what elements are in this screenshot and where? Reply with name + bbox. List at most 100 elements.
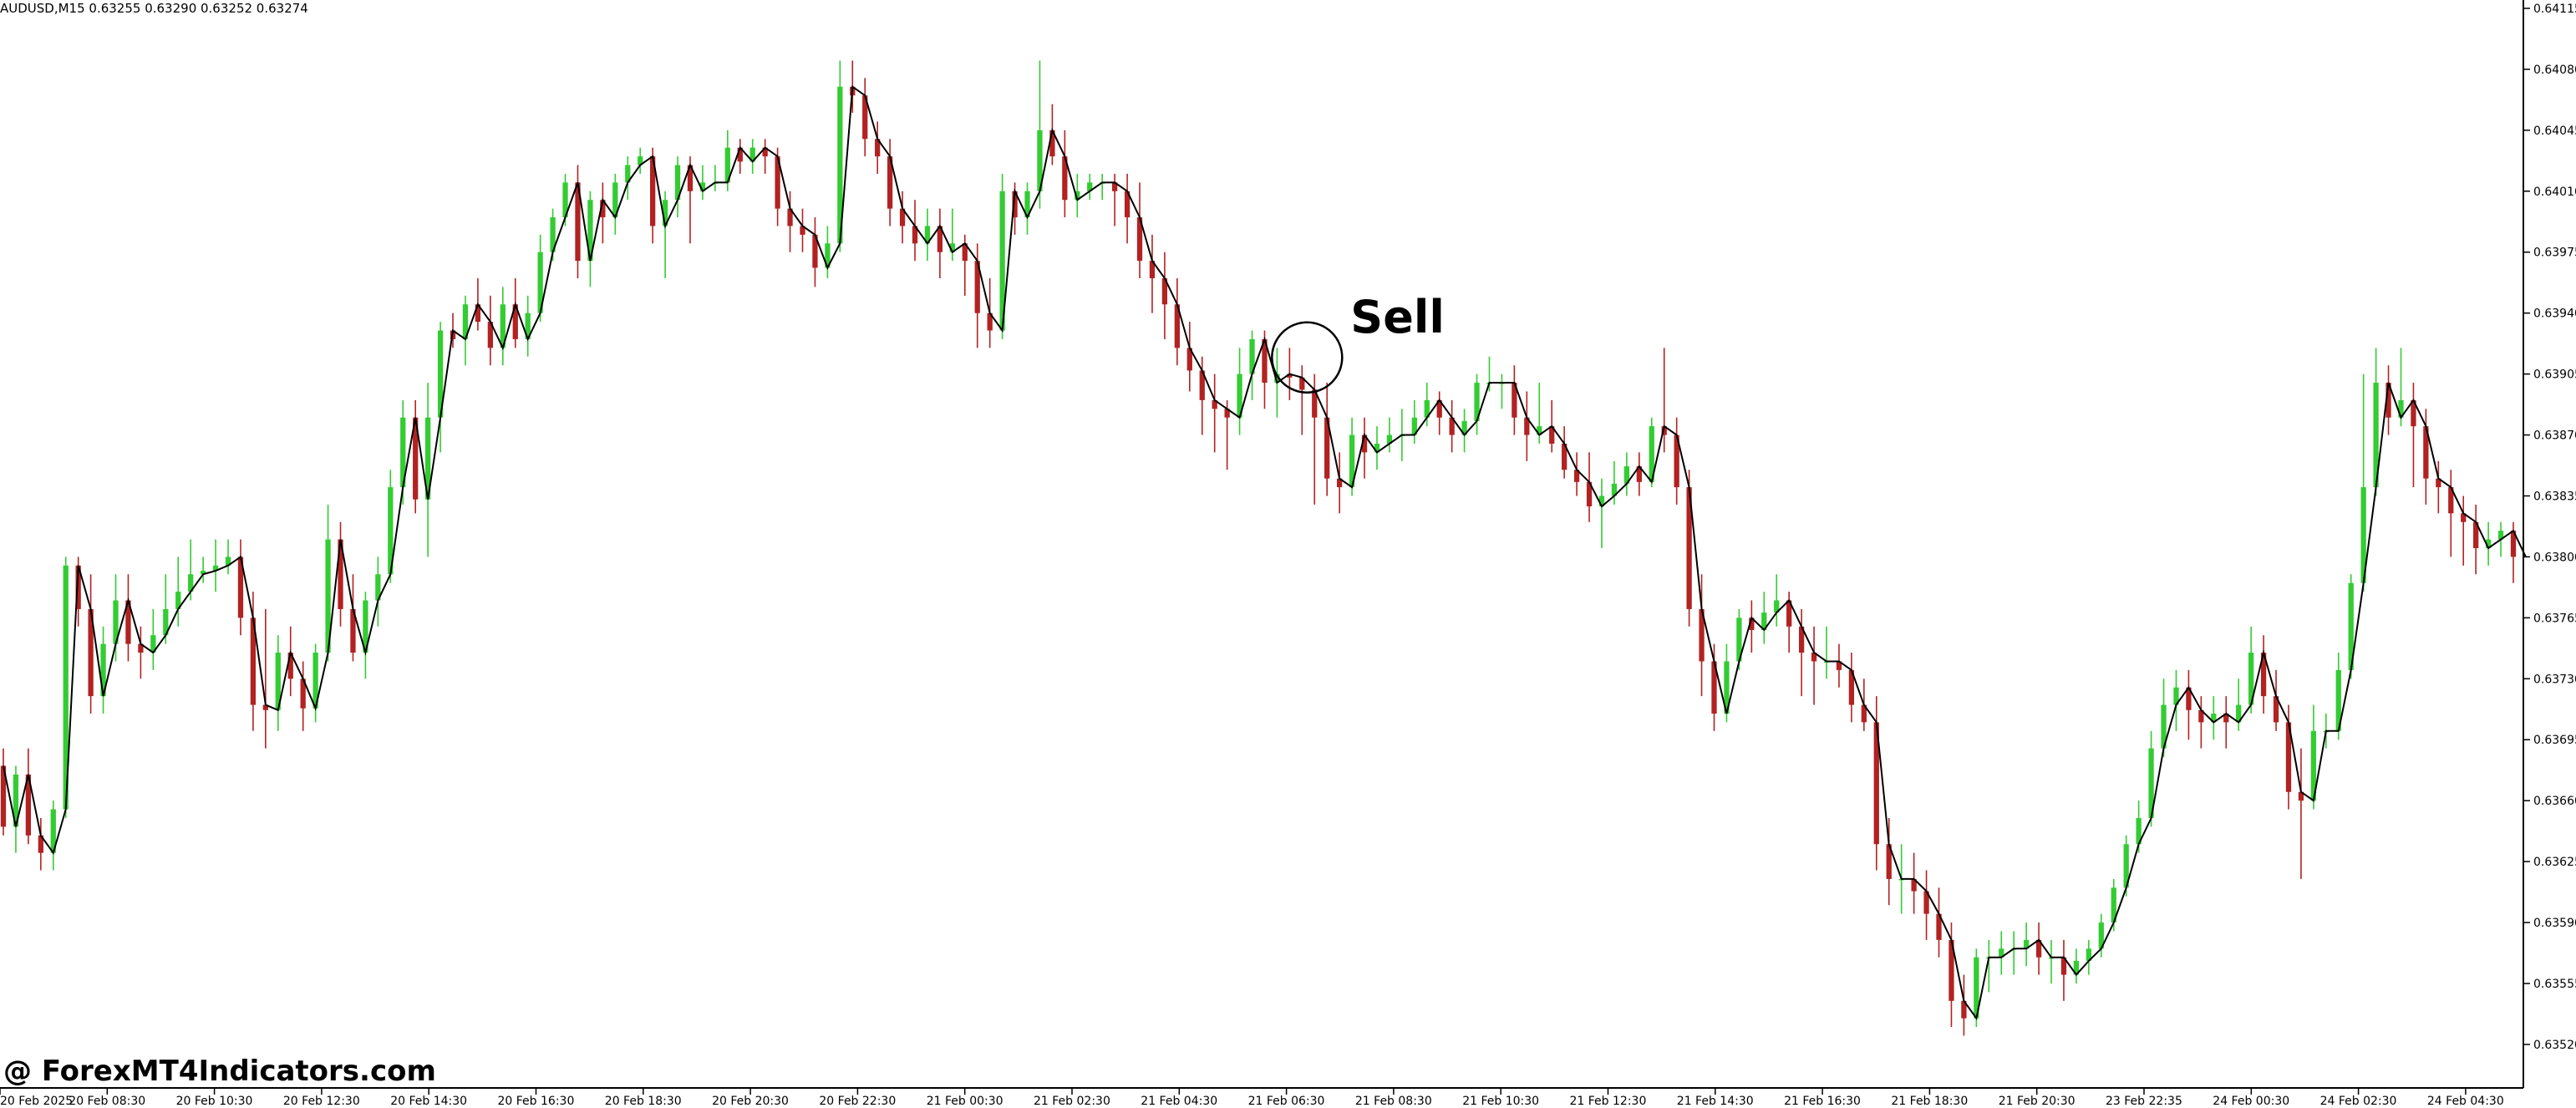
candle bbox=[125, 574, 131, 662]
candle-body bbox=[1436, 399, 1442, 418]
candle bbox=[1611, 460, 1618, 505]
candle-body bbox=[437, 330, 444, 418]
candle bbox=[1411, 399, 1417, 444]
candle-body bbox=[1186, 348, 1192, 371]
candle-body bbox=[1299, 377, 1305, 390]
candle-body bbox=[125, 600, 131, 644]
candle-body bbox=[425, 417, 431, 500]
candle-body bbox=[512, 304, 518, 339]
candle bbox=[163, 574, 169, 644]
candle-body bbox=[262, 704, 268, 710]
candle-body bbox=[325, 539, 331, 653]
x-tick-label: 24 Feb 02:30 bbox=[2320, 1095, 2397, 1108]
y-tick-label: 0.63835 bbox=[2533, 490, 2576, 503]
candle bbox=[1249, 330, 1255, 400]
candle bbox=[0, 748, 7, 836]
candle-body bbox=[1024, 191, 1030, 218]
candle-body bbox=[1661, 426, 1667, 435]
sell-signal-label: Sell bbox=[1350, 291, 1445, 343]
candle bbox=[2461, 496, 2467, 566]
candle-body bbox=[2211, 713, 2217, 723]
candle-body bbox=[1611, 483, 1618, 496]
candle bbox=[237, 539, 244, 636]
candle bbox=[1124, 173, 1130, 244]
x-tick-label: 21 Feb 14:30 bbox=[1677, 1095, 1754, 1108]
candle bbox=[1649, 417, 1654, 488]
candle bbox=[150, 608, 156, 670]
candle bbox=[212, 539, 219, 592]
candle bbox=[1749, 600, 1755, 653]
candle-body bbox=[1111, 182, 1118, 191]
candle-body bbox=[1974, 957, 1979, 1019]
candle-body bbox=[787, 208, 793, 226]
candle-body bbox=[100, 643, 106, 697]
candle-body bbox=[537, 252, 543, 313]
candle-body bbox=[375, 574, 381, 601]
candle bbox=[1075, 173, 1080, 218]
y-tick-label: 0.63975 bbox=[2533, 247, 2576, 260]
candle-body bbox=[13, 774, 19, 827]
candle bbox=[2248, 626, 2254, 714]
candle bbox=[587, 191, 593, 287]
candle bbox=[2360, 374, 2366, 592]
candle bbox=[625, 156, 631, 201]
candle bbox=[924, 208, 931, 262]
candle bbox=[1699, 574, 1705, 697]
close-line bbox=[3, 84, 2527, 1021]
candle bbox=[2260, 635, 2267, 714]
symbol-info-label: AUDUSD,M15 0.63255 0.63290 0.63252 0.632… bbox=[0, 1, 308, 16]
candle-body bbox=[1573, 470, 1580, 482]
candle-body bbox=[113, 600, 119, 644]
candle bbox=[2398, 348, 2404, 427]
candle-body bbox=[275, 653, 281, 710]
candle bbox=[2348, 574, 2354, 679]
candle-body bbox=[1037, 130, 1043, 191]
candle bbox=[300, 661, 306, 731]
candle bbox=[1798, 608, 1805, 697]
candle-body bbox=[487, 322, 494, 348]
sell-signal-circle bbox=[1271, 321, 1344, 394]
candle-body bbox=[2273, 696, 2279, 723]
candle bbox=[2173, 669, 2179, 731]
candle bbox=[737, 139, 743, 174]
candle bbox=[2485, 521, 2492, 566]
candle bbox=[2011, 931, 2017, 975]
candle bbox=[1461, 409, 1467, 453]
candle-body bbox=[1699, 608, 1705, 662]
candle-body bbox=[949, 243, 955, 252]
candle-body bbox=[724, 147, 730, 183]
candle-body bbox=[225, 557, 231, 566]
candle-body bbox=[2098, 922, 2104, 949]
candle bbox=[1911, 852, 1917, 914]
x-tick-label: 21 Feb 04:30 bbox=[1141, 1095, 1217, 1108]
candle-body bbox=[2385, 383, 2391, 418]
candle-body bbox=[875, 139, 881, 157]
candle bbox=[1524, 391, 1530, 461]
candle-body bbox=[912, 226, 918, 244]
x-tick-label: 21 Feb 06:30 bbox=[1248, 1095, 1325, 1108]
candle-body bbox=[188, 574, 194, 592]
candle-body bbox=[1736, 618, 1742, 662]
candle bbox=[225, 539, 231, 575]
candle-body bbox=[1087, 182, 1093, 191]
candle bbox=[1774, 574, 1780, 627]
candle-body bbox=[862, 95, 868, 140]
candle bbox=[1623, 452, 1630, 496]
candle-body bbox=[1861, 704, 1867, 723]
candle bbox=[100, 626, 106, 714]
candle-body bbox=[2161, 704, 2167, 749]
candle bbox=[1237, 348, 1242, 435]
candle-body bbox=[1149, 261, 1156, 278]
candle-body bbox=[50, 809, 56, 853]
x-tick-label: 20 Feb 18:30 bbox=[605, 1095, 682, 1108]
candle-body bbox=[1961, 1000, 1967, 1019]
candle-body bbox=[962, 243, 968, 262]
candle bbox=[175, 557, 181, 627]
x-tick-label: 20 Feb 16:30 bbox=[498, 1095, 575, 1108]
candle-body bbox=[1449, 417, 1455, 435]
candle-body bbox=[2260, 653, 2267, 697]
candle bbox=[1499, 374, 1505, 409]
candle bbox=[537, 234, 543, 323]
